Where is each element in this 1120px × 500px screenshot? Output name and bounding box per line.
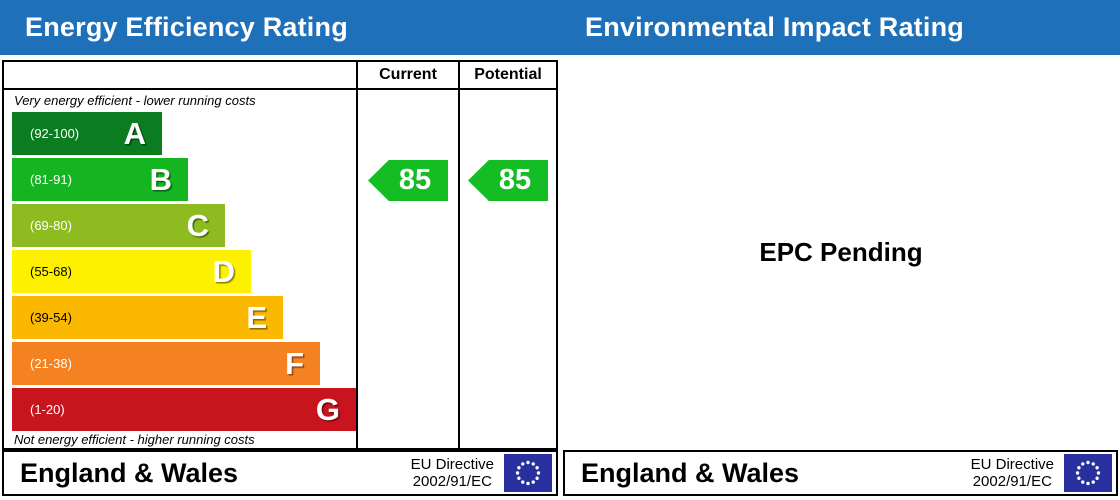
band-b-letter: B xyxy=(149,162,172,197)
top-caption: Very energy efficient - lower running co… xyxy=(14,93,256,108)
band-e-letter: E xyxy=(246,300,267,335)
band-g-range: (1-20) xyxy=(30,402,65,417)
region-label: England & Wales xyxy=(20,457,239,488)
eu-directive-label: EU Directive 2002/91/EC xyxy=(411,456,494,490)
band-f: (21-38) F xyxy=(12,342,320,385)
eu-directive-line2: 2002/91/EC xyxy=(972,473,1052,490)
potential-rating-arrow: 85 xyxy=(468,160,548,201)
title-bar: Energy Efficiency Rating Environmental I… xyxy=(0,0,1120,55)
band-c-letter: C xyxy=(186,208,209,243)
eu-flag-icon xyxy=(1064,454,1112,492)
energy-efficiency-title: Energy Efficiency Rating xyxy=(25,12,348,42)
eu-directive-line2: 2002/91/EC xyxy=(412,473,492,490)
eu-directive-label: EU Directive 2002/91/EC xyxy=(971,456,1054,490)
band-d-range: (55-68) xyxy=(30,264,72,279)
region-label: England & Wales xyxy=(581,457,800,488)
footer-right: England & Wales EU Directive 2002/91/EC xyxy=(563,450,1118,496)
environmental-impact-title: Environmental Impact Rating xyxy=(585,12,964,42)
band-e: (39-54) E xyxy=(12,296,283,339)
header-rule xyxy=(4,88,556,90)
band-e-range: (39-54) xyxy=(30,310,72,325)
band-c-range: (69-80) xyxy=(30,218,72,233)
band-a-range: (92-100) xyxy=(30,126,80,141)
band-a: (92-100) A xyxy=(12,112,162,155)
current-column-header: Current xyxy=(379,66,437,83)
band-c: (69-80) C xyxy=(12,204,225,247)
bottom-caption: Not energy efficient - higher running co… xyxy=(14,432,255,447)
band-d-letter: D xyxy=(212,254,235,289)
column-divider xyxy=(356,62,358,448)
band-d: (55-68) D xyxy=(12,250,251,293)
current-rating-arrow: 85 xyxy=(368,160,448,201)
eu-flag-icon xyxy=(504,454,552,492)
potential-column-header: Potential xyxy=(474,66,542,83)
footer-left: England & Wales EU Directive 2002/91/EC xyxy=(2,450,558,496)
band-g: (1-20) G xyxy=(12,388,356,431)
band-f-range: (21-38) xyxy=(30,356,72,371)
energy-efficiency-chart: Current Potential Very energy efficient … xyxy=(2,60,558,450)
epc-pending-message: EPC Pending xyxy=(759,237,923,267)
environmental-impact-panel: EPC Pending xyxy=(562,57,1120,448)
band-a-letter: A xyxy=(123,116,146,151)
eu-directive-line1: EU Directive xyxy=(970,456,1054,473)
eu-directive-line1: EU Directive xyxy=(410,456,494,473)
column-divider xyxy=(458,62,460,448)
band-b: (81-91) B xyxy=(12,158,188,201)
band-g-letter: G xyxy=(315,392,340,427)
band-f-letter: F xyxy=(285,346,304,381)
band-b-range: (81-91) xyxy=(30,172,72,187)
